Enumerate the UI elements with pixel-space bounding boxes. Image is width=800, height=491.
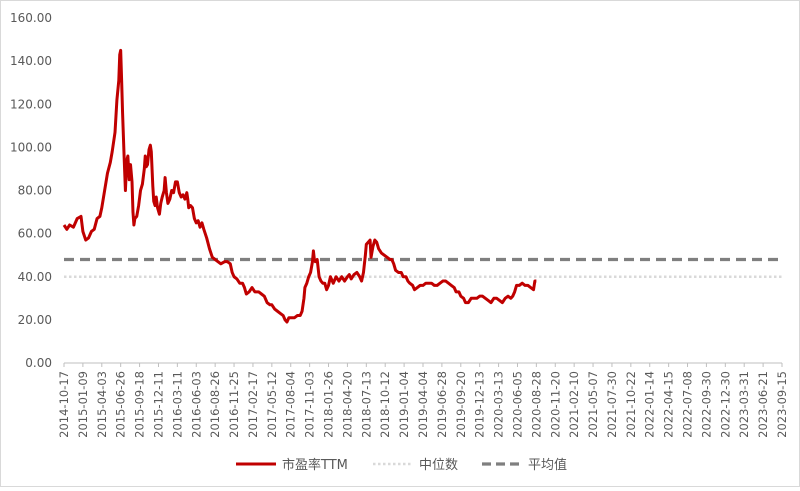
x-tick-label: 2022-04-15 <box>662 371 676 438</box>
x-tick-label: 2017-08-04 <box>284 371 298 438</box>
x-tick-label: 2021-02-10 <box>567 371 581 438</box>
x-tick-label: 2015-01-09 <box>76 371 90 438</box>
x-tick-label: 2015-04-03 <box>95 371 109 438</box>
y-tick-label: 0.00 <box>25 356 52 370</box>
x-tick-label: 2021-05-07 <box>586 371 600 438</box>
x-tick-label: 2023-09-15 <box>775 371 789 438</box>
x-tick-label: 2017-05-12 <box>265 371 279 438</box>
x-tick-label: 2020-08-28 <box>529 371 543 438</box>
x-tick-label: 2015-09-18 <box>133 371 147 438</box>
x-tick-label: 2018-07-13 <box>359 371 373 438</box>
x-tick-label: 2022-07-08 <box>681 371 695 438</box>
x-tick-label: 2017-11-03 <box>303 371 317 438</box>
x-tick-label: 2021-10-22 <box>624 371 638 438</box>
reference-lines <box>64 257 782 279</box>
x-tick-label: 2019-04-04 <box>416 371 430 438</box>
x-tick-label: 2019-01-04 <box>397 371 411 438</box>
x-tick-label: 2016-08-26 <box>208 371 222 438</box>
x-tick-label: 2018-01-26 <box>322 371 336 438</box>
x-tick-label: 2016-03-11 <box>170 371 184 438</box>
x-tick-label: 2023-03-31 <box>737 371 751 438</box>
y-tick-label: 160.00 <box>10 11 52 25</box>
x-tick-label: 2022-01-14 <box>643 371 657 438</box>
x-tick-label: 2020-11-20 <box>548 371 562 438</box>
x-tick-label: 2014-10-17 <box>57 371 71 438</box>
x-tick-label: 2018-04-20 <box>340 371 354 438</box>
x-tick-label: 2019-06-28 <box>435 371 449 438</box>
x-tick-label: 2021-07-30 <box>605 371 619 438</box>
x-tick-label: 2018-10-12 <box>378 371 392 438</box>
x-tick-label: 2017-02-17 <box>246 371 260 438</box>
y-tick-label: 20.00 <box>18 313 52 327</box>
x-tick-label: 2020-06-05 <box>510 371 524 438</box>
y-axis-labels: 0.00 20.00 40.00 60.00 80.00 100.00 120.00 140.… <box>10 11 52 370</box>
x-tick-label: 2019-12-13 <box>473 371 487 438</box>
x-tick-label: 2016-06-03 <box>189 371 203 438</box>
y-tick-label: 40.00 <box>18 270 52 284</box>
legend-label: 市盈率TTM <box>282 457 348 473</box>
y-tick-label: 60.00 <box>18 227 52 241</box>
x-tick-label: 2023-06-21 <box>756 371 770 438</box>
x-tick-label: 2015-06-26 <box>114 371 128 438</box>
y-tick-label: 80.00 <box>18 184 52 198</box>
y-tick-label: 100.00 <box>10 140 52 154</box>
legend-label: 中位数 <box>419 458 458 473</box>
x-tick-label: 2022-09-30 <box>699 371 713 438</box>
legend: 市盈率TTM 中位数 平均值 <box>236 457 567 473</box>
x-tick-label: 2020-03-13 <box>492 371 506 438</box>
y-tick-label: 120.00 <box>10 97 52 111</box>
pe-ttm-line <box>62 48 537 324</box>
x-tick-label: 2022-12-30 <box>718 371 732 438</box>
x-tick-label: 2015-12-11 <box>151 371 165 438</box>
legend-label: 平均值 <box>528 457 567 473</box>
y-tick-label: 140.00 <box>10 54 52 68</box>
x-tick-label: 2016-11-25 <box>227 371 241 438</box>
x-axis: 2014-10-17 2015-01-09 2015-04-03 2015-06-26… <box>57 362 789 438</box>
x-tick-label: 2019-09-20 <box>454 371 468 438</box>
series-lines <box>62 48 537 324</box>
